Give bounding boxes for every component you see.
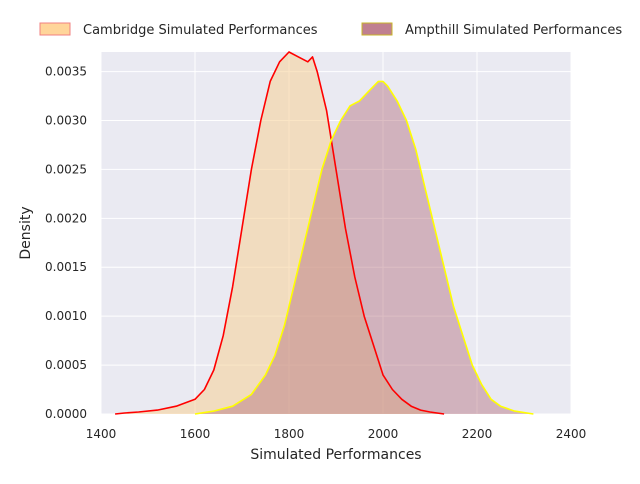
- y-tick-label: 0.0000: [45, 407, 87, 421]
- legend-item-2: Ampthill Simulated Performances: [361, 22, 622, 38]
- y-tick-label: 0.0020: [45, 211, 87, 225]
- x-axis-label: Simulated Performances: [250, 447, 421, 463]
- y-tick-label: 0.0030: [45, 113, 87, 127]
- x-tick-label: 2200: [462, 427, 493, 441]
- series-area-2: [195, 81, 534, 415]
- legend-label: Ampthill Simulated Performances: [405, 23, 622, 38]
- y-axis-label: Density: [18, 206, 34, 259]
- legend-label: Cambridge Simulated Performances: [83, 23, 318, 38]
- series-area-1: [115, 52, 445, 414]
- legend-item-1: Cambridge Simulated Performances: [39, 22, 318, 38]
- series-line-1: [115, 51, 445, 415]
- y-tick-label: 0.0010: [45, 309, 87, 323]
- y-tick-labels: 0.0000 0.0005 0.0010 0.0015 0.0020 0.0025 0.00…: [45, 65, 87, 421]
- x-tick-label: 2000: [368, 427, 399, 441]
- y-tick-label: 0.0035: [45, 65, 87, 79]
- x-tick-label: 1800: [274, 427, 305, 441]
- series-line-2: [194, 80, 534, 415]
- y-tick-label: 0.0005: [45, 358, 87, 372]
- x-tick-label: 1400: [86, 427, 117, 441]
- x-tick-labels: 1400 1600 1800 2000 2200 2400: [86, 427, 587, 441]
- x-tick-label: 1600: [180, 427, 211, 441]
- series-layer: [115, 51, 534, 415]
- legend-swatch: [39, 22, 71, 36]
- y-tick-label: 0.0015: [45, 260, 87, 274]
- x-tick-label: 2400: [556, 427, 587, 441]
- y-tick-label: 0.0025: [45, 162, 87, 176]
- legend-swatch: [361, 22, 393, 36]
- legend: Cambridge Simulated Performances Ampthill…: [39, 22, 622, 38]
